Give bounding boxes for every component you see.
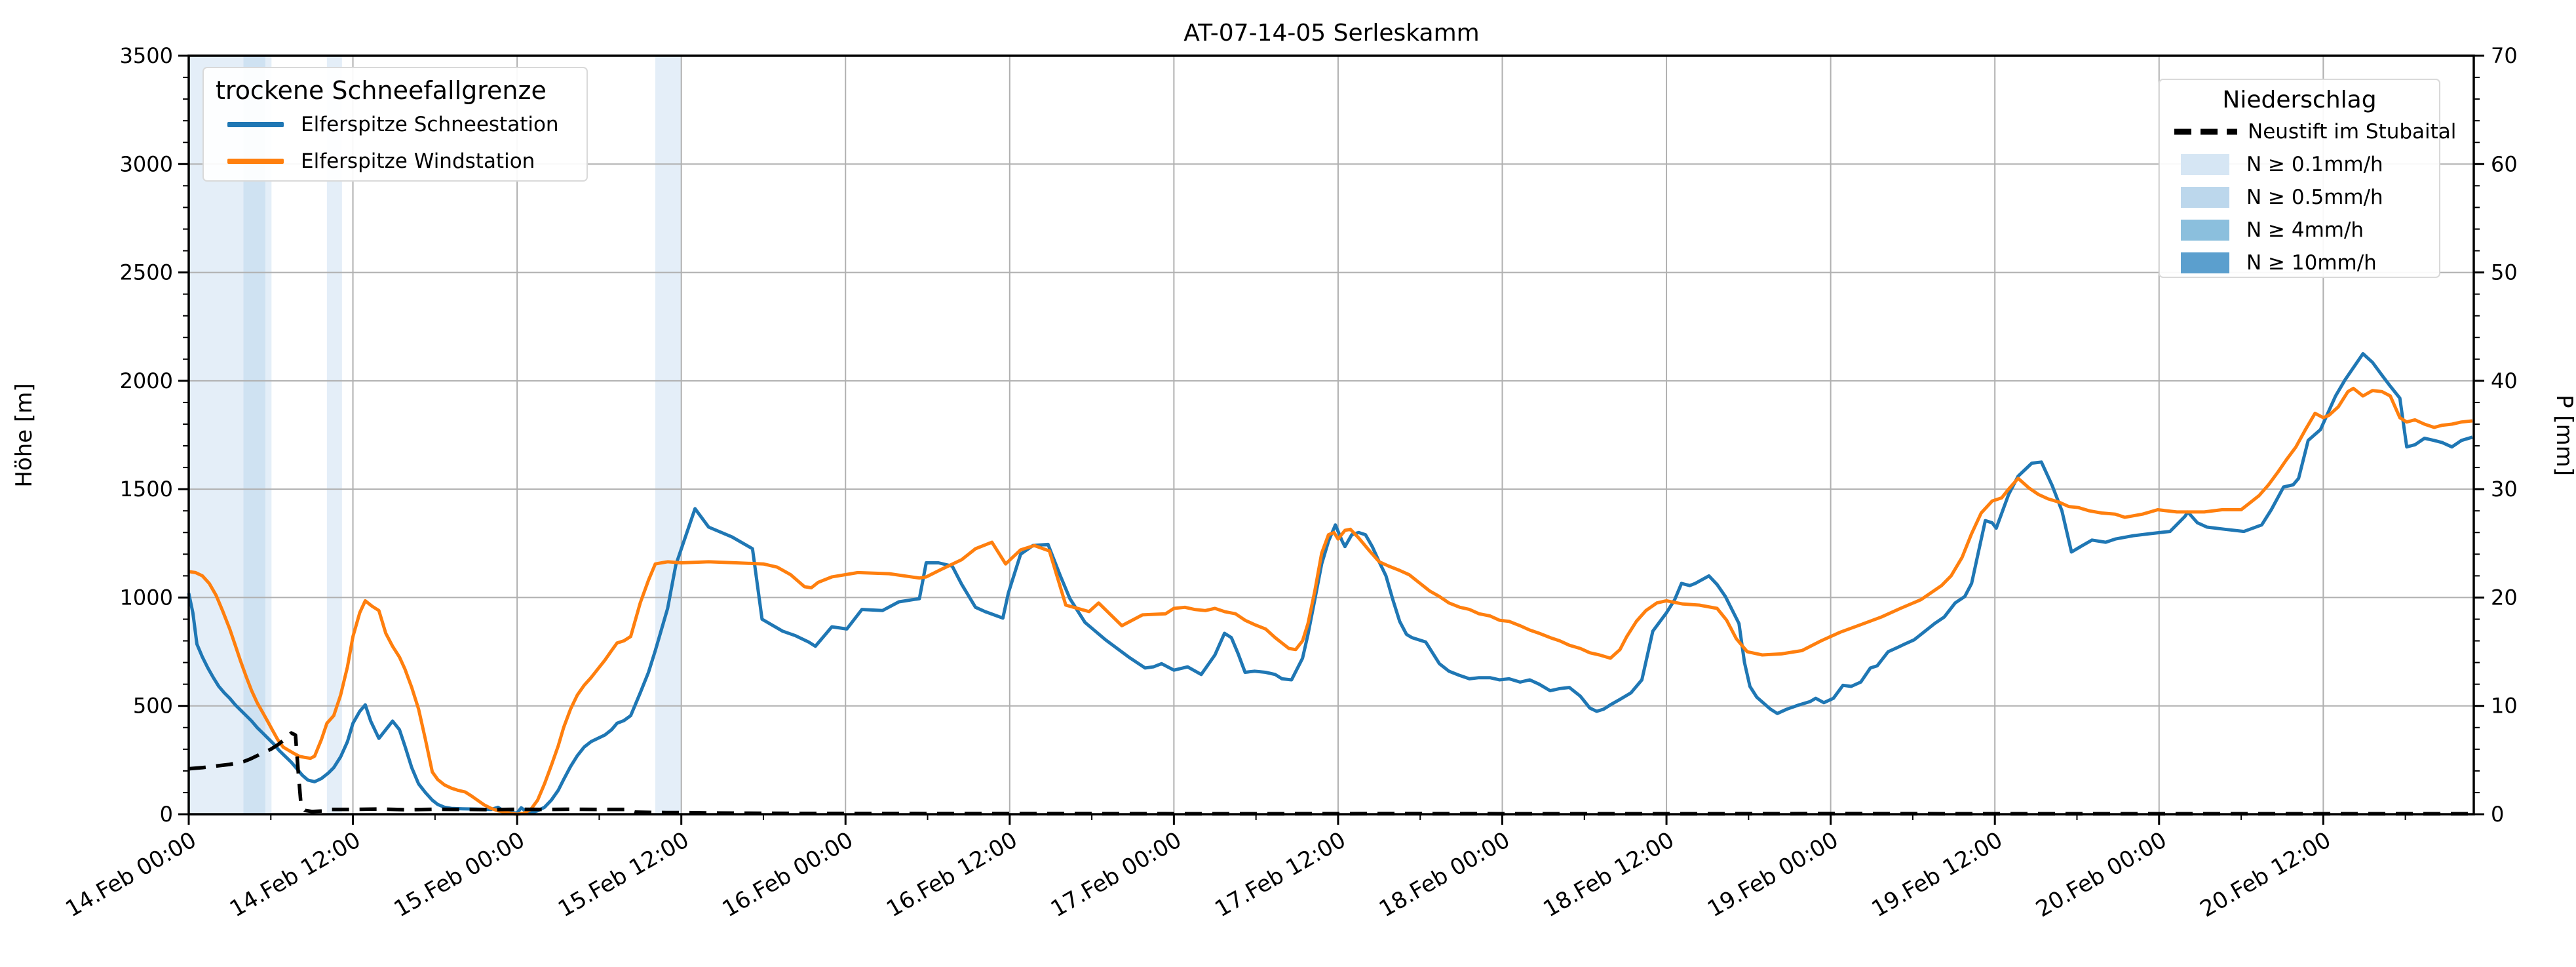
y-right-tick-label: 0 [2491, 802, 2504, 827]
legend-snowline: trockene Schneefallgrenze Elferspitze Sc… [202, 67, 588, 182]
plot-border [187, 54, 2475, 816]
x-tick-label: 18.Feb 00:00 [1375, 827, 1514, 922]
y-left-tick-label: 1000 [120, 585, 173, 610]
y-right-tick-label: 40 [2491, 368, 2518, 393]
y-right-tick-label: 30 [2491, 477, 2518, 502]
x-tick-label: 14.Feb 00:00 [61, 827, 201, 922]
y-left-tick-label: 2500 [120, 260, 173, 285]
x-tick-label: 16.Feb 12:00 [882, 827, 1022, 922]
legend-entry: Elferspitze Windstation [216, 143, 576, 180]
precip-band [655, 56, 682, 814]
y-left-tick-label: 2000 [120, 368, 173, 393]
series-layer [187, 352, 2473, 816]
legend-entry: Elferspitze Schneestation [216, 106, 576, 143]
precip-band [243, 56, 265, 814]
legend-precip: Niederschlag Neustift im Stubaital N ≥ 0.… [2159, 79, 2456, 279]
x-tick-label: 17.Feb 12:00 [1210, 827, 1350, 922]
x-tick-label: 20.Feb 00:00 [2031, 827, 2171, 922]
x-tick-label: 17.Feb 00:00 [1047, 827, 1186, 922]
y-right-axis-label: P [mm] [2551, 395, 2576, 476]
y-left-tick-label: 500 [133, 694, 173, 719]
precip-band [326, 56, 342, 814]
series-elferspitze-windstation [188, 386, 2473, 816]
x-tick-label: 18.Feb 12:00 [1539, 827, 1678, 922]
x-tick-label: 15.Feb 12:00 [554, 827, 693, 922]
legend-snowline-title: trockene Schneefallgrenze [216, 76, 547, 105]
y-right-tick-label: 70 [2491, 43, 2518, 68]
legend-entry-label: Neustift im Stubaital [2248, 120, 2457, 144]
y-right-tick-label: 50 [2491, 260, 2518, 285]
legend-line-swatch [227, 159, 284, 164]
legend-patch-swatch [2181, 220, 2229, 241]
series-elferspitze-schneestation [187, 352, 2473, 815]
legend-entry-label: N ≥ 10mm/h [2246, 251, 2377, 275]
x-tick-label: 14.Feb 12:00 [225, 827, 365, 922]
legend-entry-label: N ≥ 0.5mm/h [2246, 186, 2383, 209]
y-left-tick-label: 3500 [120, 43, 173, 68]
y-left-tick-label: 1500 [120, 477, 173, 502]
x-tick-label: 19.Feb 12:00 [1868, 827, 2007, 922]
legend-patch-swatch [2181, 154, 2229, 175]
legend-dash-swatch [2174, 128, 2237, 135]
legend-entry-label: N ≥ 4mm/h [2246, 218, 2364, 242]
legend-entry-dashed: Neustift im Stubaital [2169, 115, 2456, 148]
y-right-tick-label: 10 [2491, 694, 2518, 719]
legend-entry-label: Elferspitze Schneestation [301, 113, 559, 136]
x-tick-label: 20.Feb 12:00 [2196, 827, 2336, 922]
legend-precip-title: Niederschlag [2222, 87, 2377, 113]
legend-entry-patch: N ≥ 4mm/h [2169, 214, 2430, 247]
x-tick-label: 16.Feb 00:00 [718, 827, 858, 922]
y-left-tick-label: 3000 [120, 151, 173, 176]
y-right-tick-label: 20 [2491, 585, 2518, 610]
legend-entry-patch: N ≥ 10mm/h [2169, 247, 2430, 279]
legend-patch-swatch [2181, 252, 2229, 273]
legend-entry-label: Elferspitze Windstation [301, 149, 535, 173]
legend-entry-label: N ≥ 0.1mm/h [2246, 153, 2383, 176]
series-neustift-im-stubaital [188, 731, 2472, 816]
y-left-axis-label: Höhe [m] [11, 383, 37, 487]
chart-title: AT-07-14-05 Serleskamm [1183, 20, 1479, 47]
legend-entry-patch: N ≥ 0.5mm/h [2169, 181, 2430, 214]
y-right-tick-label: 60 [2491, 151, 2518, 176]
x-tick-label: 15.Feb 00:00 [389, 827, 529, 922]
y-left-tick-label: 0 [160, 802, 173, 827]
x-tick-label: 19.Feb 00:00 [1703, 827, 1843, 922]
precip-bands-layer [189, 56, 682, 814]
legend-line-swatch [227, 122, 284, 127]
legend-entry-patch: N ≥ 0.1mm/h [2169, 148, 2430, 181]
legend-patch-swatch [2181, 187, 2229, 208]
